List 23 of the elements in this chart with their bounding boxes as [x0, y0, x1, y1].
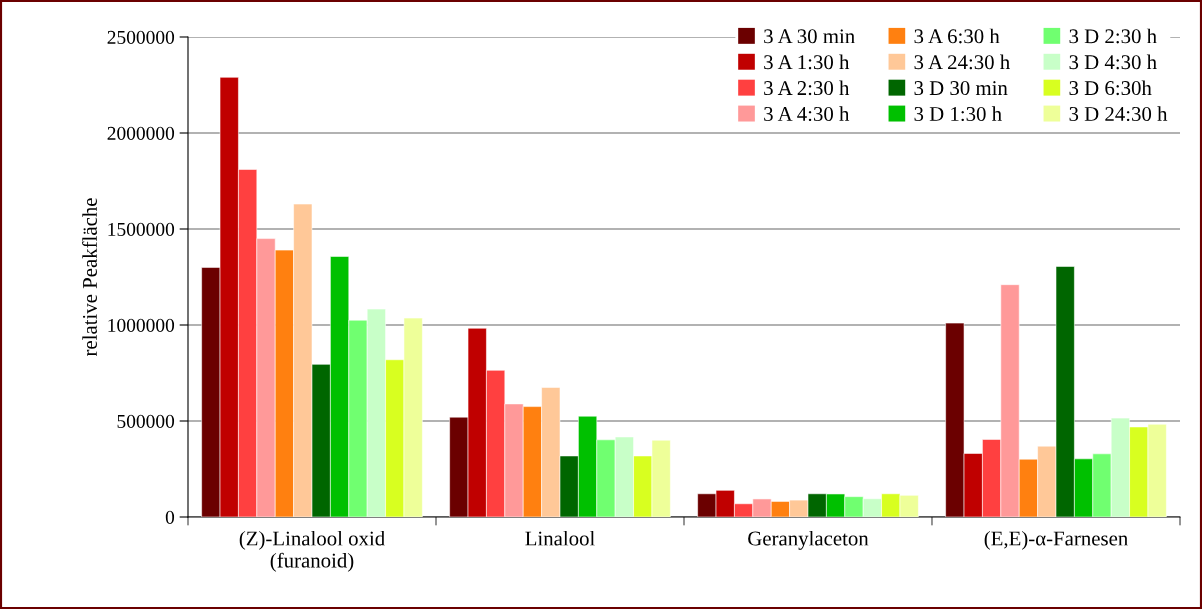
- x-tick-label: Geranylaceton: [748, 530, 869, 550]
- x-tick-label: (Z)-Linalool oxid (furanoid): [239, 530, 385, 572]
- legend-label: 3 A 24:30 h: [914, 54, 1010, 70]
- y-tick-label: 0: [165, 510, 175, 524]
- y-tick-label: 1500000: [108, 222, 175, 236]
- x-tick-label: Linalool: [525, 530, 595, 546]
- legend-label: 3 D 1:30 h: [914, 106, 1002, 122]
- legend-label: 3 A 30 min: [764, 29, 855, 44]
- legend-label: 3 A 4:30 h: [764, 106, 850, 122]
- legend-label: 3 A 6:30 h: [914, 28, 1000, 44]
- y-axis-title: relative Peakfläche: [82, 198, 97, 357]
- legend-label: 3 D 24:30 h: [1069, 106, 1168, 122]
- legend-label: 3 D 4:30 h: [1069, 54, 1157, 70]
- y-tick-label: 2500000: [107, 30, 175, 44]
- legend-label: 3 A 1:30 h: [764, 54, 850, 70]
- x-tick-label: (E,E)-α-Farnesen: [984, 530, 1128, 550]
- legend-label: 3 D 2:30 h: [1069, 28, 1157, 44]
- y-tick-label: 2000000: [107, 126, 175, 140]
- legend-label: 3 D 30 min: [914, 81, 1008, 96]
- y-tick-label: 1000000: [108, 318, 175, 332]
- legend-label: 3 A 2:30 h: [764, 80, 850, 96]
- legend-label: 3 D 6:30h: [1069, 80, 1152, 96]
- y-tick-label: 500000: [117, 414, 175, 428]
